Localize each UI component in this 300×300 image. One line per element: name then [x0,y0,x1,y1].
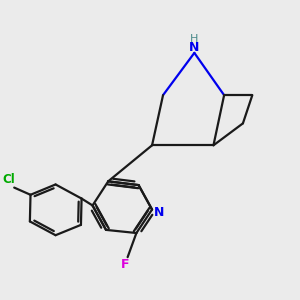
Text: Cl: Cl [2,173,15,186]
Text: N: N [189,41,200,54]
Text: N: N [154,206,164,219]
Text: H: H [190,34,199,44]
Text: F: F [121,257,129,271]
